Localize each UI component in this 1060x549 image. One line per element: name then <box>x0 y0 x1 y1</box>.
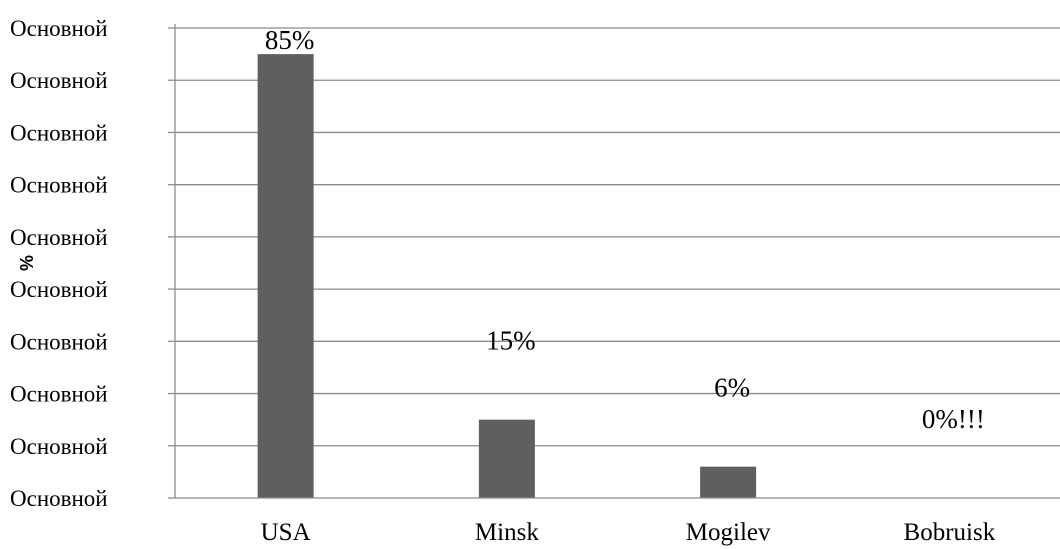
data-label: 85% <box>265 25 315 55</box>
x-tick-label: Mogilev <box>686 519 771 546</box>
y-tick-label: Основной <box>10 68 108 93</box>
bar-mogilev <box>700 466 757 498</box>
data-labels: 85% 15% 6% 0%!!! <box>265 25 985 434</box>
x-tick-label: Bobruisk <box>904 519 996 546</box>
y-tick-label: Основной <box>10 329 108 354</box>
y-axis-label: % <box>17 255 37 271</box>
y-tick-label: Основной <box>10 382 108 407</box>
y-tick-label: Основной <box>10 434 108 459</box>
y-tick-labels: Основной Основной Основной Основной Основной… <box>10 16 108 511</box>
y-tick-label: Основной <box>10 486 108 511</box>
y-tick-label: Основной <box>10 277 108 302</box>
data-label: 6% <box>714 373 750 403</box>
bar-usa <box>257 54 314 498</box>
y-tick-label: Основной <box>10 225 108 250</box>
axes <box>168 24 1060 499</box>
y-tick-label: Основной <box>10 16 108 41</box>
data-label: 15% <box>486 326 536 356</box>
x-tick-label: Minsk <box>475 519 539 546</box>
y-tick-label: Основной <box>10 120 108 145</box>
data-label: 0%!!! <box>922 404 985 434</box>
x-tick-labels: USA Minsk Mogilev Bobruisk <box>261 519 996 546</box>
bar-minsk <box>478 419 535 498</box>
bars <box>257 54 757 498</box>
y-tick-label: Основной <box>10 173 108 198</box>
x-tick-label: USA <box>261 519 311 546</box>
gridlines <box>175 27 1060 447</box>
